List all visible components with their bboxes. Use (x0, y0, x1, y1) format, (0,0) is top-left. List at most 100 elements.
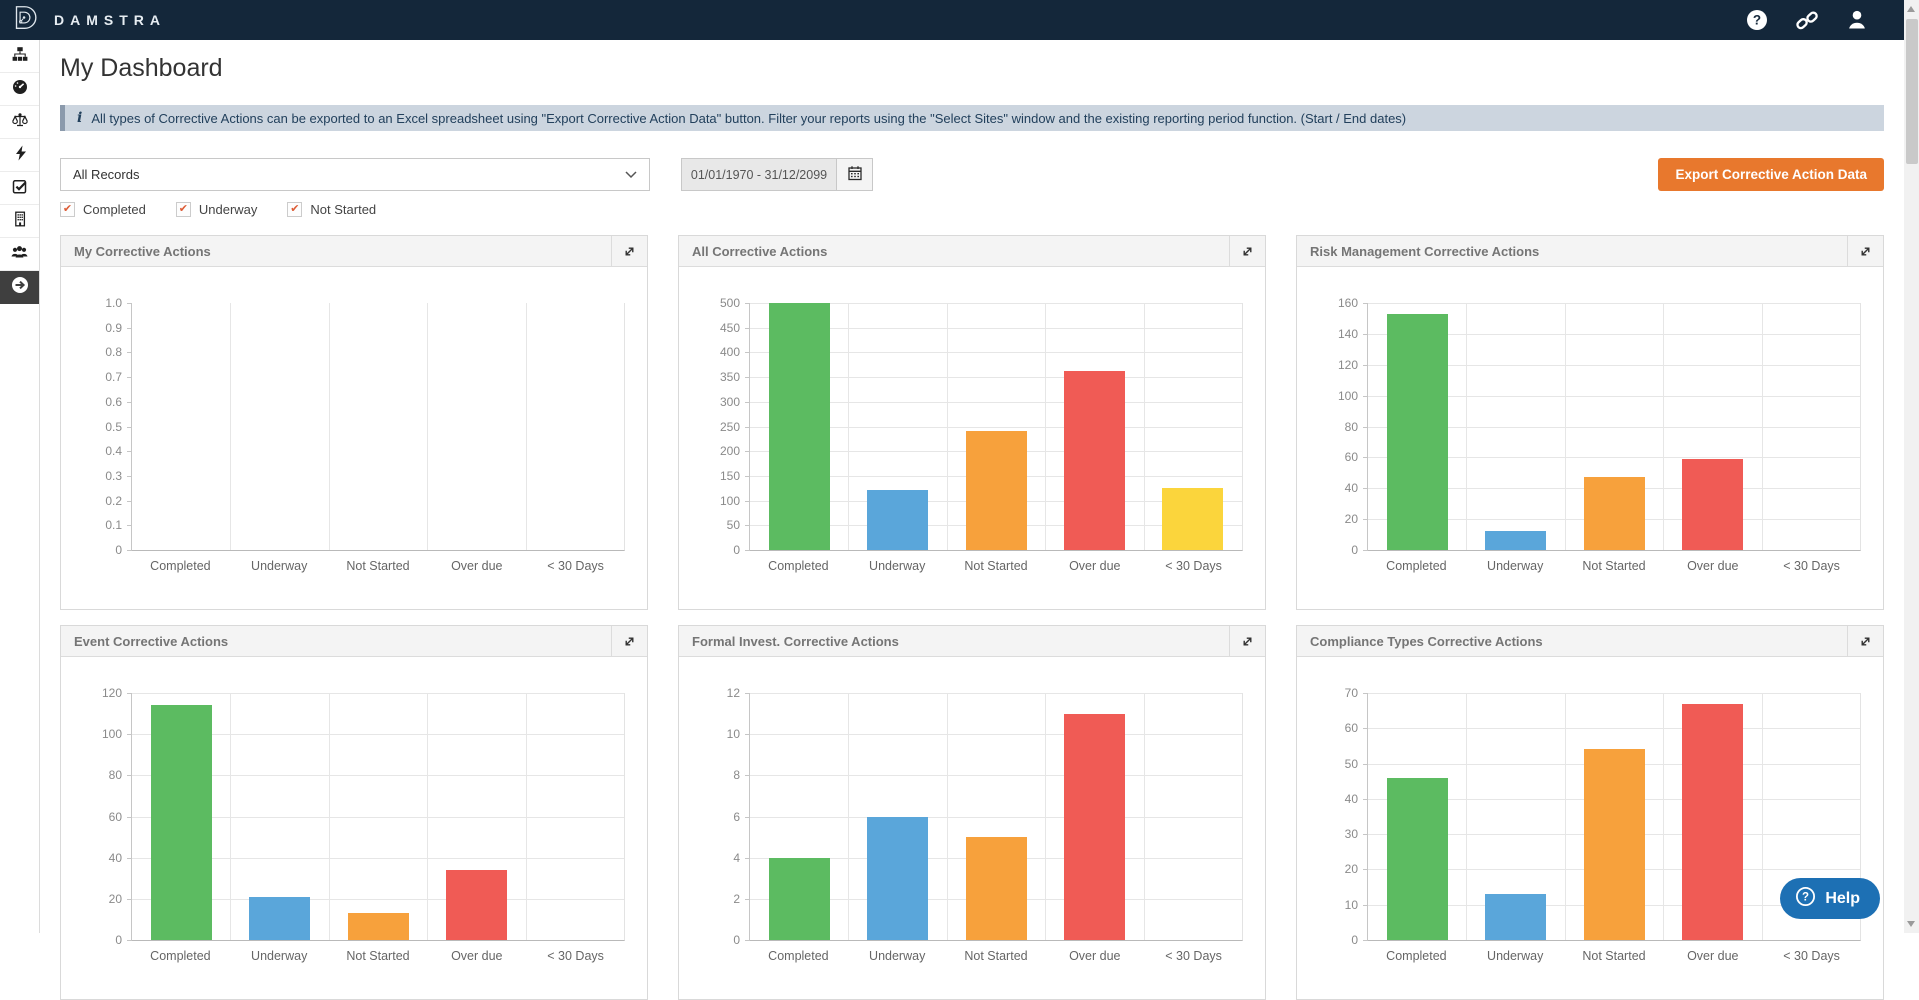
date-range-input[interactable]: 01/01/1970 - 31/12/2099 (681, 158, 837, 191)
bar-completed[interactable] (1387, 314, 1448, 550)
y-axis-tick-label: 10 (1345, 898, 1358, 912)
y-axis-tick-label: 140 (1338, 327, 1358, 341)
y-axis-tick-label: 400 (720, 345, 740, 359)
bar-over-due[interactable] (446, 870, 507, 940)
scales-icon (12, 112, 28, 133)
y-axis-tick-label: 8 (733, 768, 740, 782)
y-axis-tick-label: 100 (1338, 389, 1358, 403)
bar-over-due[interactable] (1682, 704, 1743, 940)
y-axis-tick-mark (745, 550, 750, 551)
bar-not-started[interactable] (1584, 749, 1645, 940)
bar-underway[interactable] (249, 897, 310, 940)
y-axis-tick-mark (1363, 940, 1368, 941)
checkbox-completed[interactable]: ✔ Completed (60, 202, 146, 217)
sidebar-item-my-dashboard[interactable] (0, 271, 39, 304)
chart-title: All Corrective Actions (679, 244, 827, 259)
bar-over-due[interactable] (1064, 714, 1125, 940)
y-axis-tick-mark (1363, 550, 1368, 551)
x-axis-label: < 30 Days (526, 949, 625, 963)
y-axis-tick-label: 0 (115, 933, 122, 947)
bar-completed[interactable] (769, 858, 830, 940)
y-axis-tick-label: 60 (1345, 721, 1358, 735)
y-axis-tick-label: 1.0 (105, 296, 122, 310)
y-axis-tick-label: 0 (1351, 543, 1358, 557)
y-axis-tick-label: 4 (733, 851, 740, 865)
x-axis-label: Completed (749, 559, 848, 573)
x-axis-label: Over due (1663, 559, 1762, 573)
x-axis-label: < 30 Days (526, 559, 625, 573)
bar-slot (230, 693, 328, 940)
bar-completed[interactable] (151, 705, 212, 940)
bar-not-started[interactable] (966, 431, 1027, 550)
checkbox-label: Not Started (310, 202, 376, 217)
bar-not-started[interactable] (966, 837, 1027, 940)
bar-slot (1368, 693, 1466, 940)
bar-completed[interactable] (1387, 778, 1448, 940)
scrollbar-thumb[interactable] (1906, 19, 1918, 164)
bar-underway[interactable] (867, 490, 928, 550)
user-icon[interactable] (1845, 8, 1869, 32)
arrow-right-circle-icon (11, 276, 29, 299)
bar-underway[interactable] (867, 817, 928, 941)
calendar-button[interactable] (837, 158, 873, 191)
x-axis-label: Underway (230, 949, 329, 963)
damstra-logo-icon (12, 4, 39, 37)
bar-not-started[interactable] (1584, 477, 1645, 550)
sidebar-item-company[interactable] (0, 205, 39, 238)
bar-over-due[interactable] (1682, 459, 1743, 550)
expand-icon[interactable] (611, 626, 647, 656)
sidebar-item-compliance[interactable] (0, 106, 39, 139)
sidebar-item-users[interactable] (0, 238, 39, 271)
bar-over-due[interactable] (1064, 371, 1125, 550)
bar-slot (750, 693, 848, 940)
help-button[interactable]: ? Help (1780, 878, 1880, 919)
y-axis-tick-label: 2 (733, 892, 740, 906)
expand-icon[interactable] (1229, 626, 1265, 656)
sidebar-item-events[interactable] (0, 139, 39, 172)
bar-slot (132, 693, 230, 940)
sidebar-item-dashboard[interactable] (0, 73, 39, 106)
y-axis-tick-label: 0.3 (105, 469, 122, 483)
y-axis-tick-label: 40 (1345, 481, 1358, 495)
bar-slot (848, 693, 946, 940)
checkbox-underway[interactable]: ✔ Underway (176, 202, 258, 217)
sidebar-item-org-chart[interactable] (0, 40, 39, 73)
chart-panel-header: Event Corrective Actions (61, 626, 647, 657)
scroll-up-arrow-icon[interactable] (1907, 6, 1915, 12)
bar-30-days[interactable] (1162, 488, 1223, 550)
y-axis-tick-label: 150 (720, 469, 740, 483)
bar-slot (1466, 303, 1564, 550)
bar-underway[interactable] (1485, 894, 1546, 940)
records-select[interactable]: All Records (60, 158, 650, 191)
y-axis-tick-label: 350 (720, 370, 740, 384)
bar-completed[interactable] (769, 303, 830, 550)
y-axis-tick-label: 0.6 (105, 395, 122, 409)
checkbox-not-started[interactable]: ✔ Not Started (287, 202, 376, 217)
chart-panel-header: My Corrective Actions (61, 236, 647, 267)
scroll-down-arrow-icon[interactable] (1907, 921, 1915, 927)
bar-slot (1663, 303, 1761, 550)
sidebar-item-actions[interactable] (0, 172, 39, 205)
expand-icon[interactable] (611, 236, 647, 266)
expand-icon[interactable] (1847, 236, 1883, 266)
link-icon[interactable] (1795, 8, 1819, 32)
bars-layer (750, 303, 1242, 550)
y-axis-tick-label: 40 (109, 851, 122, 865)
expand-icon[interactable] (1847, 626, 1883, 656)
export-corrective-action-data-button[interactable]: Export Corrective Action Data (1658, 158, 1884, 191)
help-circle-icon[interactable]: ? (1745, 8, 1769, 32)
expand-icon[interactable] (1229, 236, 1265, 266)
bar-underway[interactable] (1485, 531, 1546, 550)
bar-not-started[interactable] (348, 913, 409, 940)
y-axis-tick-label: 0.7 (105, 370, 122, 384)
bars-layer (750, 693, 1242, 940)
